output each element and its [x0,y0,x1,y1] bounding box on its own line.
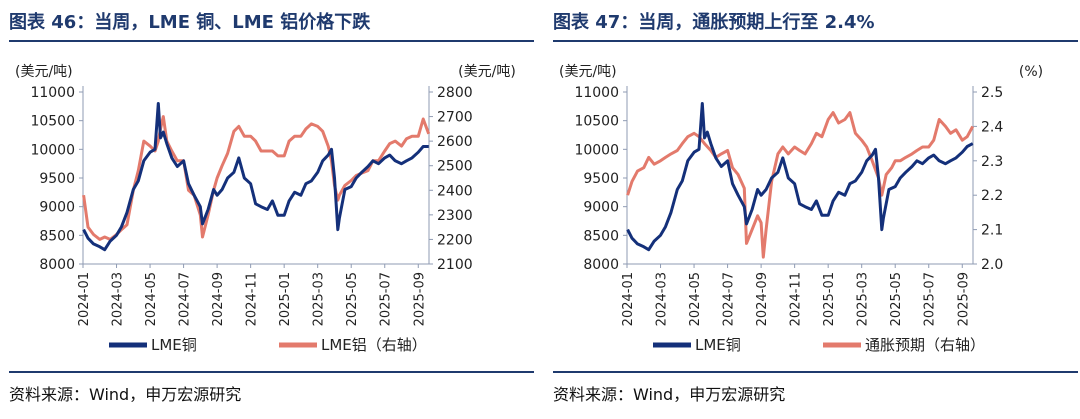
right-axis-unit: (美元/吨) [458,64,516,80]
series-line-right [82,115,431,241]
source-divider [9,371,534,373]
legend-label: LME铜 [695,336,741,354]
series-line-left [626,102,974,252]
right-tick-label: 2100 [437,257,473,273]
right-axis-unit: (%) [1019,64,1043,80]
right-tick-label: 2.1 [981,223,1003,239]
x-tick-label: 2025-03 [312,272,327,326]
series-line-left [82,102,429,252]
source-note: 资料来源：Wind，申万宏源研究 [9,385,242,404]
right-tick-label: 2.0 [981,257,1003,273]
x-tick-label: 2024-11 [245,272,260,326]
x-tick-label: 2024-01 [77,272,92,326]
right-tick-label: 2500 [437,159,473,175]
left-tick-label: 10500 [30,114,75,130]
x-tick-label: 2025-09 [412,272,427,326]
x-tick-label: 2025-09 [956,272,971,326]
left-tick-label: 9500 [39,171,75,187]
dual-axis-line-chart: (美元/吨) (美元/吨) 8000 8500 9000 9500 10000 10500 11… [15,64,516,354]
right-tick-label: 2800 [437,85,473,101]
x-tick-label: 2024-09 [755,272,770,326]
chart-title: 图表 47：当周，通胀预期上行至 2.4% [553,12,875,33]
right-tick-label: 2600 [437,134,473,150]
x-tick-label: 2025-05 [889,272,904,326]
x-tick-label: 2025-01 [278,272,293,326]
left-tick-label: 9500 [583,171,619,187]
left-tick-label: 10000 [30,142,75,158]
source-note: 资料来源：Wind，申万宏源研究 [553,385,786,404]
left-tick-label: 11000 [574,85,619,101]
x-tick-label: 2024-07 [178,272,193,326]
left-tick-label: 8500 [39,228,75,244]
legend-label: LME铜 [151,336,197,354]
left-axis-unit: (美元/吨) [559,64,617,80]
right-tick-label: 2.2 [981,188,1003,204]
title-divider [9,40,534,42]
left-tick-label: 9000 [583,200,619,216]
chart-panel-right: 图表 47：当周，通胀预期上行至 2.4% (美元/吨) (%) 8000 8500 9… [553,0,1078,419]
right-tick-label: 2300 [437,208,473,224]
legend-label: LME铝（右轴） [321,336,427,354]
x-tick-label: 2024-01 [621,272,636,326]
left-tick-label: 9000 [39,200,75,216]
x-tick-label: 2024-05 [144,272,159,326]
right-tick-label: 2200 [437,232,473,248]
source-divider [553,371,1078,373]
x-tick-label: 2025-07 [379,272,394,326]
chart-title: 图表 46：当周，LME 铜、LME 铝价格下跌 [9,12,371,33]
left-tick-label: 8500 [583,228,619,244]
series-line-right [626,111,975,259]
x-tick-label: 2024-09 [211,272,226,326]
right-tick-label: 2700 [437,110,473,126]
title-divider [553,40,1078,42]
right-tick-label: 2.3 [981,154,1003,170]
left-tick-label: 11000 [30,85,75,101]
x-tick-label: 2024-05 [688,272,703,326]
x-tick-label: 2024-11 [789,272,804,326]
x-tick-label: 2024-03 [111,272,126,326]
right-tick-label: 2.5 [981,85,1003,101]
left-tick-label: 8000 [583,257,619,273]
x-tick-label: 2025-03 [856,272,871,326]
chart-panel-left: 图表 46：当周，LME 铜、LME 铝价格下跌 (美元/吨) (美元/吨) 800… [9,0,534,419]
dual-axis-line-chart: (美元/吨) (%) 8000 8500 9000 9500 10000 10500 11000… [559,64,1043,354]
x-tick-label: 2025-05 [345,272,360,326]
left-tick-label: 10500 [574,114,619,130]
right-tick-label: 2400 [437,183,473,199]
x-tick-label: 2025-01 [822,272,837,326]
x-tick-label: 2024-03 [655,272,670,326]
legend-label: 通胀预期（右轴） [865,336,985,354]
left-tick-label: 10000 [574,142,619,158]
left-tick-label: 8000 [39,257,75,273]
right-tick-label: 2.4 [981,119,1003,135]
x-tick-label: 2024-07 [722,272,737,326]
left-axis-unit: (美元/吨) [15,64,73,80]
x-tick-label: 2025-07 [923,272,938,326]
